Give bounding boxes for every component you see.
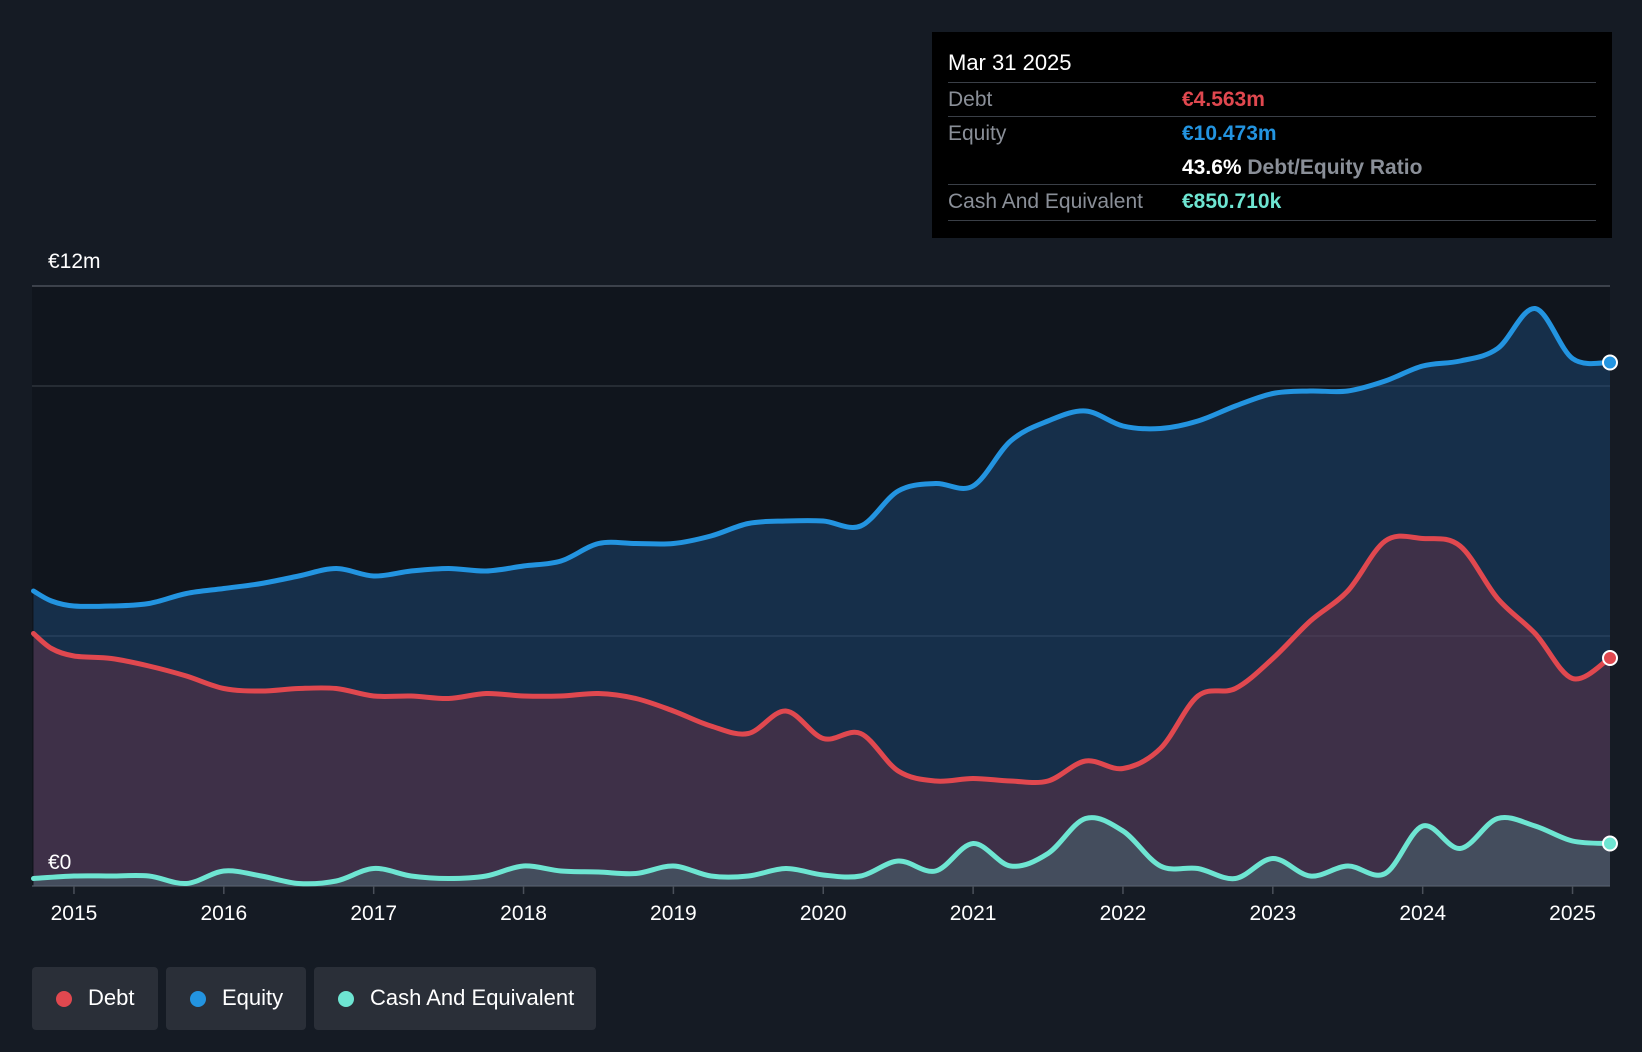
x-tick-label: 2017 (350, 902, 397, 925)
tooltip-divider (948, 184, 1596, 185)
legend-item-debt[interactable]: Debt (32, 967, 158, 1030)
tooltip-ratio-row: 43.6% Debt/Equity Ratio (948, 151, 1596, 185)
tooltip-debt-row: Debt €4.563m (948, 83, 1596, 117)
x-tick-label: 2015 (51, 902, 98, 925)
data-tooltip: Mar 31 2025 Debt €4.563m Equity €10.473m… (932, 32, 1612, 238)
x-tick-label: 2018 (500, 902, 547, 925)
legend-item-equity[interactable]: Equity (166, 967, 306, 1030)
cash-endpoint-marker (1602, 835, 1618, 852)
cash-line (31, 815, 1613, 887)
debt-endpoint-marker (1602, 650, 1618, 666)
x-tick-label: 2025 (1549, 902, 1596, 925)
equity-line (31, 306, 1613, 609)
tooltip-equity-label: Equity (948, 122, 1007, 145)
tooltip-ratio-label: Debt/Equity Ratio (1247, 156, 1423, 179)
tooltip-cash-label: Cash And Equivalent (948, 190, 1143, 213)
tooltip-debt-label: Debt (948, 88, 993, 111)
tooltip-divider (948, 220, 1596, 221)
x-tick-label: 2021 (950, 902, 997, 925)
y-axis-max-label: €12m (48, 250, 101, 273)
tooltip-cash-row: Cash And Equivalent €850.710k (948, 185, 1596, 219)
equity-legend-dot-icon (190, 991, 206, 1007)
tooltip-ratio: 43.6% Debt/Equity Ratio (1182, 156, 1422, 180)
debt-area (33, 536, 1610, 886)
y-axis-min-label: €0 (48, 851, 72, 874)
tooltip-debt-value: €4.563m (1182, 88, 1265, 111)
tooltip-cash-value: €850.710k (1182, 190, 1282, 213)
x-tick-label: 2023 (1249, 902, 1296, 925)
x-tick-label: 2022 (1100, 902, 1147, 925)
legend-equity-label: Equity (222, 985, 284, 1010)
x-tick-label: 2024 (1399, 902, 1446, 925)
debt-line (31, 533, 1613, 786)
legend-cash-label: Cash And Equivalent (370, 985, 575, 1010)
tooltip-equity-row: Equity €10.473m (948, 117, 1596, 151)
equity-endpoint-marker (1602, 354, 1618, 371)
cash-legend-dot-icon (338, 991, 354, 1007)
tooltip-equity-value: €10.473m (1182, 122, 1277, 145)
tooltip-ratio-value: 43.6% (1182, 156, 1242, 179)
equity-area (33, 308, 1610, 886)
tooltip-divider (948, 82, 1596, 83)
x-tick-label: 2019 (650, 902, 697, 925)
tooltip-date: Mar 31 2025 (948, 50, 1072, 75)
debt-legend-dot-icon (56, 991, 72, 1007)
legend-debt-label: Debt (88, 985, 135, 1010)
legend-item-cash[interactable]: Cash And Equivalent (314, 967, 596, 1030)
cash-area (33, 817, 1610, 886)
tooltip-divider (948, 116, 1596, 117)
x-tick-label: 2016 (200, 902, 247, 925)
x-tick-label: 2020 (800, 902, 847, 925)
